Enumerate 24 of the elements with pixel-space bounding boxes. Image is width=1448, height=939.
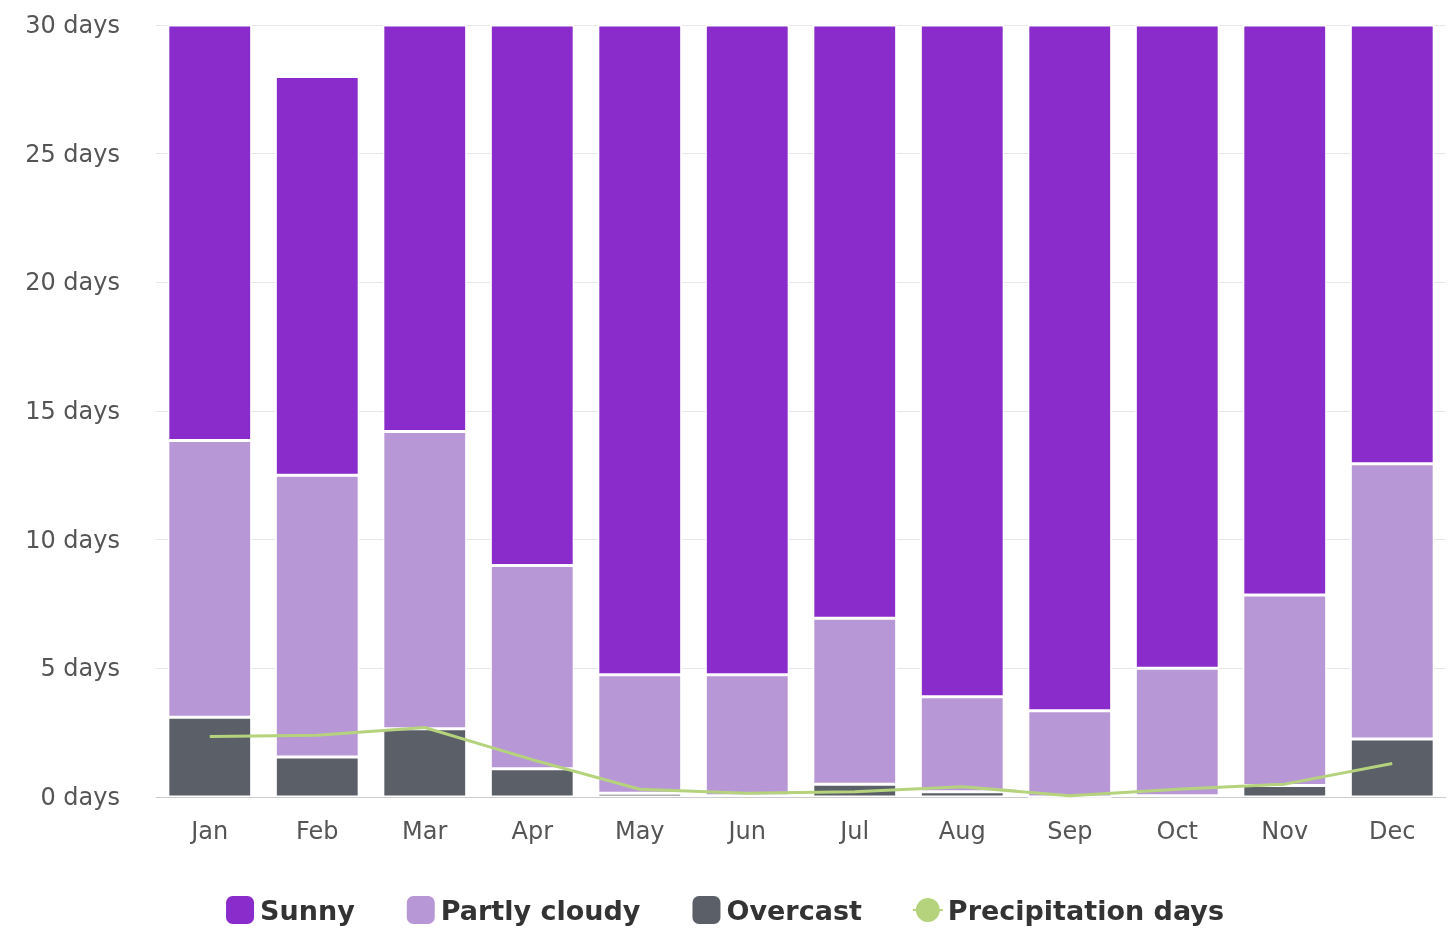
x-tick-label: Feb — [296, 817, 339, 845]
x-tick-label: Apr — [511, 817, 554, 845]
y-tick-label: 20 days — [25, 268, 120, 297]
legend-label: Precipitation days — [947, 894, 1224, 926]
x-tick-label: Dec — [1369, 817, 1416, 845]
x-tick-label: Jan — [189, 817, 229, 845]
y-tick-label: 5 days — [40, 654, 120, 683]
y-tick-label: 15 days — [25, 397, 120, 425]
line-series — [208, 726, 1394, 798]
x-tick-label: Jul — [838, 817, 870, 845]
x-tick-label: Nov — [1261, 817, 1309, 845]
legend-label: Partly cloudy — [440, 894, 641, 926]
y-tick-label: 10 days — [25, 525, 120, 554]
y-tick-label: 0 days — [40, 783, 120, 811]
legend-label: Sunny — [260, 894, 356, 926]
y-tick-label: 30 days — [25, 11, 120, 39]
x-tick-label: Oct — [1156, 817, 1198, 845]
x-tick-label: May — [614, 817, 665, 845]
y-tick-label: 25 days — [25, 139, 120, 168]
x-tick-label: Sep — [1047, 817, 1093, 845]
legend-label: Overcast — [726, 894, 862, 926]
x-tick-label: Jun — [726, 817, 766, 845]
x-tick-label: Mar — [402, 817, 448, 845]
x-tick-label: Aug — [938, 817, 986, 845]
